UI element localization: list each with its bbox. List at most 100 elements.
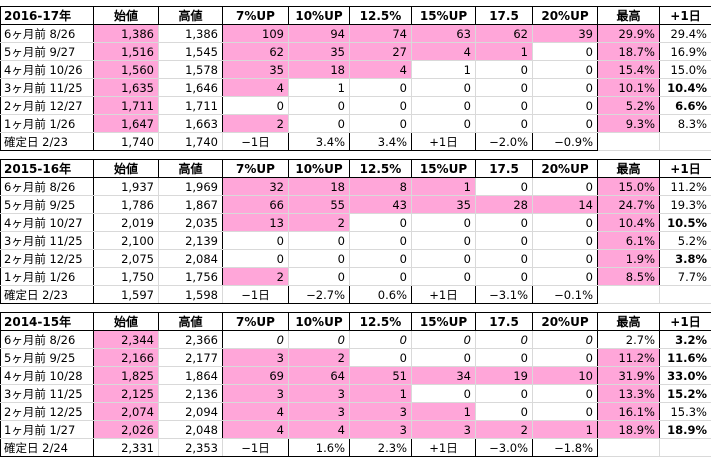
count-cell: 0 xyxy=(288,249,350,268)
max-gain-cell: 8.5% xyxy=(597,267,660,286)
next-day-cell: 5.2% xyxy=(659,231,711,250)
row-label: 1ヶ月前 1/26 xyxy=(0,114,94,133)
row-label: 3ヶ月前 11/25 xyxy=(0,78,94,97)
count-cell: 35 xyxy=(222,60,289,79)
column-header: 20%UP xyxy=(532,159,598,178)
settlement-row: 確定日 2/24 2,331 2,353 −1日 1.6% 2.3% +1日 −3.0% −1.… xyxy=(0,438,711,457)
count-cell: 0 xyxy=(411,267,476,286)
count-cell: 0 xyxy=(288,114,350,133)
column-header: 7%UP xyxy=(222,159,289,178)
column-header: 高値 xyxy=(158,312,223,331)
settlement-cell: −1日 xyxy=(222,132,289,151)
high-price-cell: 1,578 xyxy=(158,60,223,79)
high-price-cell: 2,139 xyxy=(158,231,223,250)
count-cell: 34 xyxy=(411,366,476,385)
count-cell: 3 xyxy=(411,420,476,439)
row-label: 4ヶ月前 10/26 xyxy=(0,60,94,79)
empty-cell xyxy=(659,132,711,151)
count-cell: 1 xyxy=(349,384,412,403)
max-gain-cell: 13.3% xyxy=(597,384,660,403)
count-cell: 0 xyxy=(475,60,533,79)
high-price-cell: 1,867 xyxy=(158,195,223,214)
high-price-cell: 1,969 xyxy=(158,177,223,196)
count-cell: 0 xyxy=(288,267,350,286)
count-cell: 0 xyxy=(349,348,412,367)
column-header: 7%UP xyxy=(222,312,289,331)
empty-cell xyxy=(659,285,711,304)
count-cell: 27 xyxy=(349,42,412,61)
count-cell: 0 xyxy=(475,177,533,196)
count-cell: 1 xyxy=(475,42,533,61)
count-cell: 3 xyxy=(222,384,289,403)
table-row: 6ヶ月前 8/26 1,937 1,969 32 18 8 1 0 0 15.0% 11.2% xyxy=(0,177,711,196)
table-row: 3ヶ月前 11/25 2,125 2,136 3 3 1 0 0 0 13.3% 15.2% xyxy=(0,384,711,403)
count-cell: 0 xyxy=(475,384,533,403)
settlement-cell: −0.1% xyxy=(532,285,598,304)
open-price-cell: 1,937 xyxy=(93,177,159,196)
open-price-cell: 2,331 xyxy=(93,438,159,457)
high-price-cell: 1,740 xyxy=(158,132,223,151)
count-cell: 0 xyxy=(411,213,476,232)
high-price-cell: 1,598 xyxy=(158,285,223,304)
count-cell: 1 xyxy=(411,177,476,196)
next-day-cell: 3.2% xyxy=(659,330,711,349)
open-price-cell: 1,647 xyxy=(93,114,159,133)
count-cell: 0 xyxy=(222,231,289,250)
row-label: 1ヶ月前 1/27 xyxy=(0,420,94,439)
settlement-cell: −1日 xyxy=(222,285,289,304)
count-cell: 0 xyxy=(532,267,598,286)
count-cell: 0 xyxy=(349,330,412,349)
count-cell: 0 xyxy=(349,114,412,133)
high-price-cell: 1,756 xyxy=(158,267,223,286)
column-header: 高値 xyxy=(158,6,223,25)
data-table-3: 2014-15年 始値 高値 7%UP 10%UP 12.5% 15%UP 17.5 20%UP… xyxy=(0,312,711,457)
count-cell: 18 xyxy=(288,60,350,79)
count-cell: 0 xyxy=(411,249,476,268)
high-price-cell: 1,646 xyxy=(158,78,223,97)
count-cell: 0 xyxy=(475,249,533,268)
table-row: 1ヶ月前 1/27 2,026 2,048 4 4 3 3 2 1 18.9% 18.9% xyxy=(0,420,711,439)
column-header: +1日 xyxy=(659,312,711,331)
column-header: +1日 xyxy=(659,6,711,25)
row-label: 6ヶ月前 8/26 xyxy=(0,330,94,349)
count-cell: 3 xyxy=(349,420,412,439)
open-price-cell: 1,740 xyxy=(93,132,159,151)
count-cell: 1 xyxy=(288,78,350,97)
count-cell: 18 xyxy=(288,177,350,196)
open-price-cell: 1,560 xyxy=(93,60,159,79)
high-price-cell: 2,177 xyxy=(158,348,223,367)
open-price-cell: 2,075 xyxy=(93,249,159,268)
max-gain-cell: 18.9% xyxy=(597,420,660,439)
count-cell: 66 xyxy=(222,195,289,214)
max-gain-cell: 6.1% xyxy=(597,231,660,250)
settlement-cell: −3.0% xyxy=(475,438,533,457)
row-label: 4ヶ月前 10/27 xyxy=(0,213,94,232)
settlement-cell: +1日 xyxy=(411,132,476,151)
table-row: 3ヶ月前 11/25 2,100 2,139 0 0 0 0 0 0 6.1% 5.2% xyxy=(0,231,711,250)
open-price-cell: 1,825 xyxy=(93,366,159,385)
max-gain-cell: 11.2% xyxy=(597,348,660,367)
count-cell: 0 xyxy=(475,96,533,115)
count-cell: 109 xyxy=(222,24,289,43)
row-label: 確定日 2/23 xyxy=(0,285,94,304)
count-cell: 0 xyxy=(475,330,533,349)
column-header: 10%UP xyxy=(288,312,350,331)
column-header: 20%UP xyxy=(532,6,598,25)
count-cell: 0 xyxy=(532,78,598,97)
count-cell: 0 xyxy=(532,249,598,268)
count-cell: 0 xyxy=(532,231,598,250)
column-header: 始値 xyxy=(93,312,159,331)
high-price-cell: 2,094 xyxy=(158,402,223,421)
count-cell: 32 xyxy=(222,177,289,196)
next-day-cell: 7.7% xyxy=(659,267,711,286)
count-cell: 0 xyxy=(288,96,350,115)
count-cell: 0 xyxy=(532,330,598,349)
table-row: 6ヶ月前 8/26 2,344 2,366 0 0 0 0 0 0 2.7% 3.2% xyxy=(0,330,711,349)
header-row: 2015-16年 始値 高値 7%UP 10%UP 12.5% 15%UP 17.5 20%UP… xyxy=(0,159,711,178)
empty-cell xyxy=(597,438,660,457)
table-row: 4ヶ月前 10/28 1,825 1,864 69 64 51 34 19 10 31.9% 33.… xyxy=(0,366,711,385)
count-cell: 0 xyxy=(222,330,289,349)
count-cell: 0 xyxy=(288,231,350,250)
count-cell: 55 xyxy=(288,195,350,214)
column-header: +1日 xyxy=(659,159,711,178)
